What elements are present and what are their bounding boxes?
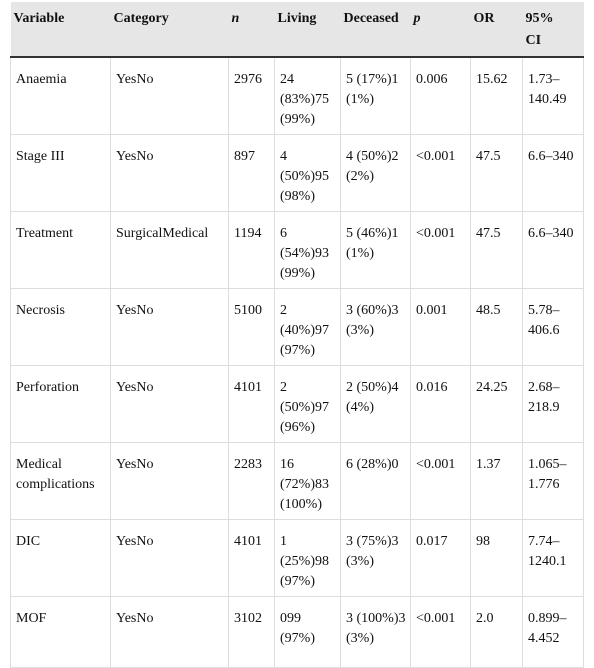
- table-cell: 5 (17%)1 (1%): [340, 56, 411, 135]
- table-cell: 2 (50%)97 (96%): [274, 365, 341, 443]
- header-row: Variable Category n Living Deceased p OR…: [10, 2, 584, 58]
- table-cell: <0.001: [410, 211, 471, 289]
- table-cell: 47.5: [470, 134, 523, 212]
- page: Variable Category n Living Deceased p OR…: [10, 2, 584, 668]
- table-cell: 1 (25%)98 (97%): [274, 519, 341, 597]
- table-cell: 1194: [228, 211, 275, 289]
- table-cell: 6 (28%)0: [340, 442, 411, 520]
- header-cell: Variable: [10, 2, 111, 58]
- table-cell: 24.25: [470, 365, 523, 443]
- table-cell: 2 (40%)97 (97%): [274, 288, 341, 366]
- table-cell: 2.0: [470, 596, 523, 668]
- table-cell: <0.001: [410, 134, 471, 212]
- table-cell: 15.62: [470, 56, 523, 135]
- table-cell: Anaemia: [10, 56, 111, 135]
- header-cell: Living: [274, 2, 341, 58]
- table-cell: 897: [228, 134, 275, 212]
- header-cell: OR: [470, 2, 523, 58]
- table-cell: 4101: [228, 519, 275, 597]
- table-row: Perforation YesNo 4101 2 (50%)97 (96%) 2 (50…: [10, 365, 584, 443]
- table-cell: 4 (50%)2 (2%): [340, 134, 411, 212]
- header-cell: Deceased: [340, 2, 411, 58]
- table-cell: YesNo: [110, 596, 229, 668]
- table-cell: Perforation: [10, 365, 111, 443]
- table-row: Medical complications YesNo 2283 16 (72%)83…: [10, 442, 584, 520]
- table-row: DIC YesNo 4101 1 (25%)98 (97%) 3 (75%)3 (3%)…: [10, 519, 584, 597]
- table-cell: 1.065–1.776: [522, 442, 584, 520]
- table-cell: 47.5: [470, 211, 523, 289]
- table-cell: 099 (97%): [274, 596, 341, 668]
- header-text: 95% CI: [525, 11, 554, 48]
- table-cell: 48.5: [470, 288, 523, 366]
- table-cell: Necrosis: [10, 288, 111, 366]
- table-cell: Treatment: [10, 211, 111, 289]
- table-cell: 7.74–1240.1: [522, 519, 584, 597]
- table-cell: 0.001: [410, 288, 471, 366]
- table-cell: Stage III: [10, 134, 111, 212]
- table-cell: 3102: [228, 596, 275, 668]
- table-cell: 0.017: [410, 519, 471, 597]
- header-cell: 95% CI: [522, 2, 584, 58]
- table-cell: YesNo: [110, 288, 229, 366]
- table-cell: 6.6–340: [522, 134, 584, 212]
- table-cell: 24 (83%)75 (99%): [274, 56, 341, 135]
- table-cell: 16 (72%)83 (100%): [274, 442, 341, 520]
- table-cell: 3 (75%)3 (3%): [340, 519, 411, 597]
- table-cell: 0.016: [410, 365, 471, 443]
- table-cell: 2976: [228, 56, 275, 135]
- table-cell: 98: [470, 519, 523, 597]
- header-cell: n: [228, 2, 275, 58]
- table-cell: <0.001: [410, 442, 471, 520]
- table-cell: 0.899–4.452: [522, 596, 584, 668]
- table-cell: 4101: [228, 365, 275, 443]
- results-table: Variable Category n Living Deceased p OR…: [10, 2, 584, 668]
- table-cell: DIC: [10, 519, 111, 597]
- header-cell: Category: [110, 2, 229, 58]
- table-cell: Medical complications: [10, 442, 111, 520]
- table-cell: 0.006: [410, 56, 471, 135]
- table-row: Treatment SurgicalMedical 1194 6 (54%)93 (9…: [10, 211, 584, 289]
- table-cell: MOF: [10, 596, 111, 668]
- table-cell: 2.68–218.9: [522, 365, 584, 443]
- table-cell: <0.001: [410, 596, 471, 668]
- table-row: MOF YesNo 3102 099 (97%) 3 (100%)3 (3%) <0.00…: [10, 596, 584, 668]
- table-cell: 5100: [228, 288, 275, 366]
- table-row: Necrosis YesNo 5100 2 (40%)97 (97%) 3 (60%)3…: [10, 288, 584, 366]
- table-row: Anaemia YesNo 2976 24 (83%)75 (99%) 5 (17%)1…: [10, 56, 584, 135]
- table-cell: 6 (54%)93 (99%): [274, 211, 341, 289]
- table-cell: SurgicalMedical: [110, 211, 229, 289]
- header-cell: p: [410, 2, 471, 58]
- table-cell: YesNo: [110, 442, 229, 520]
- table-cell: 1.73–140.49: [522, 56, 584, 135]
- table-cell: 6.6–340: [522, 211, 584, 289]
- table-cell: YesNo: [110, 519, 229, 597]
- table-cell: 1.37: [470, 442, 523, 520]
- table-cell: 4 (50%)95 (98%): [274, 134, 341, 212]
- table-body: Anaemia YesNo 2976 24 (83%)75 (99%) 5 (17%)1…: [10, 56, 584, 668]
- table-cell: 2283: [228, 442, 275, 520]
- table-cell: 3 (100%)3 (3%): [340, 596, 411, 668]
- table-cell: YesNo: [110, 56, 229, 135]
- table-cell: 3 (60%)3 (3%): [340, 288, 411, 366]
- table-row: Stage III YesNo 897 4 (50%)95 (98%) 4 (50%)2…: [10, 134, 584, 212]
- table-cell: YesNo: [110, 134, 229, 212]
- table-cell: YesNo: [110, 365, 229, 443]
- table-cell: 2 (50%)4 (4%): [340, 365, 411, 443]
- table-cell: 5.78–406.6: [522, 288, 584, 366]
- table-cell: 5 (46%)1 (1%): [340, 211, 411, 289]
